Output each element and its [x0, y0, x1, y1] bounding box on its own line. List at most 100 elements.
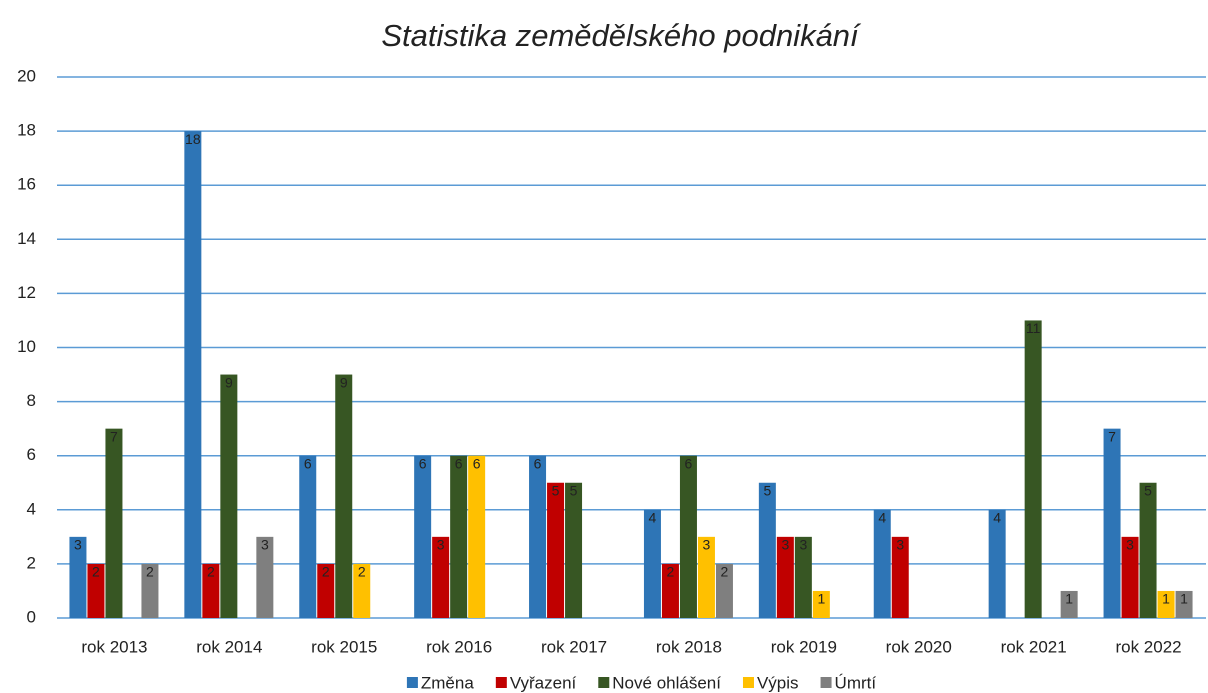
x-tick-label: rok 2022 [1115, 637, 1181, 656]
data-label: 2 [207, 564, 215, 580]
data-label: 7 [110, 428, 118, 444]
bar [529, 455, 547, 618]
bar [661, 563, 679, 618]
data-label: 9 [340, 374, 348, 390]
bar [184, 131, 202, 618]
bar [450, 455, 468, 618]
x-tick-label: rok 2015 [311, 637, 377, 656]
legend-swatch [495, 677, 507, 688]
data-label: 3 [261, 537, 269, 553]
data-label: 4 [993, 510, 1001, 526]
bar [1139, 482, 1157, 618]
legend-swatch [406, 677, 418, 688]
bar [141, 563, 159, 618]
bar [220, 374, 238, 618]
bar [468, 455, 486, 618]
x-tick-label: rok 2014 [196, 637, 262, 656]
data-label: 1 [1065, 591, 1073, 607]
bar [335, 374, 353, 618]
data-label: 1 [817, 591, 825, 607]
bar [1024, 320, 1042, 618]
bar [1103, 428, 1121, 618]
bar [1121, 536, 1139, 618]
data-label: 2 [667, 564, 675, 580]
y-tick-label: 10 [17, 337, 36, 356]
data-label: 6 [534, 455, 542, 471]
bar [776, 536, 794, 618]
bar [547, 482, 565, 618]
data-label: 2 [358, 564, 366, 580]
data-label: 3 [1126, 537, 1134, 553]
y-tick-label: 16 [17, 175, 36, 194]
data-label: 2 [146, 564, 154, 580]
data-label: 6 [455, 455, 463, 471]
bar [1060, 590, 1078, 618]
legend-label: Výpis [757, 673, 799, 692]
bar [256, 536, 274, 618]
bar [1175, 590, 1193, 618]
data-label: 2 [92, 564, 100, 580]
bar [202, 563, 220, 618]
x-tick-label: rok 2019 [771, 637, 837, 656]
data-label: 4 [878, 510, 886, 526]
legend-swatch [820, 677, 832, 688]
x-tick-label: rok 2017 [541, 637, 607, 656]
data-label: 5 [570, 482, 578, 498]
bar [643, 509, 661, 618]
data-label: 6 [304, 455, 312, 471]
data-label: 5 [552, 482, 560, 498]
data-label: 3 [74, 537, 82, 553]
data-label: 6 [419, 455, 427, 471]
data-label: 18 [185, 131, 201, 147]
chart-title: Statistika zemědělského podnikání [381, 18, 862, 53]
data-label: 3 [799, 537, 807, 553]
bar [299, 455, 317, 618]
bar [873, 509, 891, 618]
legend-label: Vyřazení [510, 673, 577, 692]
data-label: 5 [1144, 482, 1152, 498]
bar [105, 428, 123, 618]
bar [1157, 590, 1175, 618]
bar [69, 536, 87, 618]
y-tick-label: 14 [17, 229, 36, 248]
bar [794, 536, 812, 618]
bar [432, 536, 450, 618]
y-tick-label: 2 [27, 553, 36, 572]
x-tick-label: rok 2021 [1001, 637, 1067, 656]
bar [414, 455, 432, 618]
bar [758, 482, 776, 618]
legend-label: Nové ohlášení [612, 673, 721, 692]
data-label: 6 [685, 455, 693, 471]
bar [891, 536, 909, 618]
y-tick-label: 18 [17, 121, 36, 140]
x-tick-label: rok 2016 [426, 637, 492, 656]
bar [87, 563, 105, 618]
y-tick-label: 4 [27, 499, 36, 518]
bar [812, 590, 830, 618]
data-label: 6 [473, 455, 481, 471]
y-tick-label: 12 [17, 283, 36, 302]
bar [697, 536, 715, 618]
legend-swatch [598, 677, 610, 688]
x-tick-label: rok 2013 [81, 637, 147, 656]
bar [565, 482, 583, 618]
legend-swatch [742, 677, 754, 688]
data-label: 5 [763, 482, 771, 498]
legend-label: Změna [421, 673, 474, 692]
y-tick-label: 0 [27, 607, 36, 626]
bar [988, 509, 1006, 618]
x-tick-label: rok 2018 [656, 637, 722, 656]
data-label: 11 [1026, 320, 1041, 336]
data-label: 3 [896, 537, 904, 553]
data-label: 4 [649, 510, 657, 526]
data-label: 9 [225, 374, 233, 390]
data-label: 2 [721, 564, 729, 580]
data-label: 3 [437, 537, 445, 553]
data-label: 1 [1162, 591, 1170, 607]
data-label: 2 [322, 564, 330, 580]
bar [317, 563, 335, 618]
y-tick-label: 6 [27, 445, 36, 464]
x-tick-label: rok 2020 [886, 637, 952, 656]
data-label: 3 [781, 537, 789, 553]
